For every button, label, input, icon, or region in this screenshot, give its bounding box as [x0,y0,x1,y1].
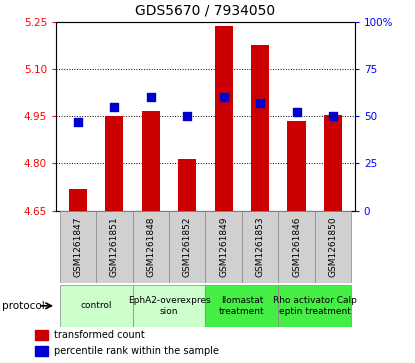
Text: control: control [81,301,112,310]
Point [75,119,81,125]
Title: GDS5670 / 7934050: GDS5670 / 7934050 [135,4,276,18]
Bar [251,45,269,211]
Text: percentile rank within the sample: percentile rank within the sample [54,346,220,356]
Text: llomastat
treatment: llomastat treatment [219,296,265,315]
Text: EphA2-overexpres
sion: EphA2-overexpres sion [128,296,210,315]
Bar [215,26,233,211]
Bar [142,111,160,211]
Point [257,100,264,106]
Bar [132,211,169,283]
Point [111,104,117,110]
Bar [178,159,196,211]
Point [330,113,336,119]
Point [147,94,154,100]
Point [220,94,227,100]
Text: GSM1261853: GSM1261853 [256,216,265,277]
Bar [35,330,48,340]
Text: GSM1261851: GSM1261851 [110,216,119,277]
Bar [69,188,87,211]
Bar [60,211,96,283]
Text: GSM1261846: GSM1261846 [292,217,301,277]
Bar [60,285,132,327]
Bar [35,346,48,356]
Bar [205,211,242,283]
Point [184,113,190,119]
Bar [105,116,123,211]
Text: GSM1261848: GSM1261848 [146,217,155,277]
Text: GSM1261852: GSM1261852 [183,217,192,277]
Bar [205,285,278,327]
Bar [96,211,132,283]
Text: GSM1261850: GSM1261850 [328,216,337,277]
Bar [169,211,205,283]
Text: Rho activator Calp
eptin treatment: Rho activator Calp eptin treatment [273,296,356,315]
Bar [324,115,342,211]
Text: transformed count: transformed count [54,330,145,340]
Point [293,110,300,115]
Bar [242,211,278,283]
Bar [288,121,305,211]
Bar [132,285,205,327]
Bar [315,211,351,283]
Text: GSM1261849: GSM1261849 [219,217,228,277]
Text: GSM1261847: GSM1261847 [73,217,83,277]
Text: protocol: protocol [2,301,45,311]
Bar [278,211,315,283]
Bar [278,285,351,327]
